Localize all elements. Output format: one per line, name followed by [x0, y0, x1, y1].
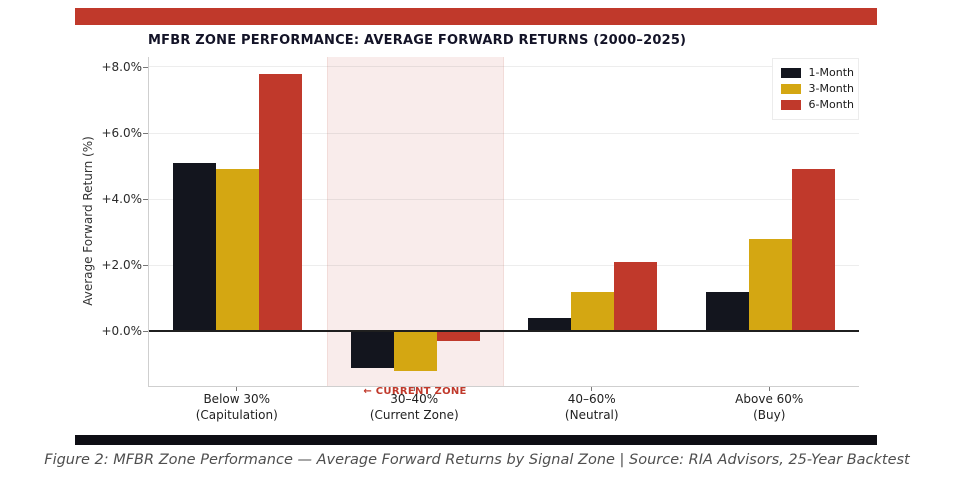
- y-tick-label: +4.0%: [101, 192, 142, 207]
- gridline: [149, 132, 859, 134]
- zero-line: [149, 330, 859, 333]
- y-tick-label: +6.0%: [101, 126, 142, 141]
- x-tick-mark: [236, 387, 238, 391]
- x-tick-mark: [768, 387, 770, 391]
- bar-3-month-zone2: [571, 291, 615, 332]
- legend-label: 3-Month: [808, 82, 854, 95]
- bar-3-month-zone0: [216, 169, 260, 332]
- gridline: [149, 66, 859, 68]
- legend-swatch: [780, 84, 801, 94]
- bar-6-month-zone1: [436, 331, 480, 342]
- bar-1-month-zone2: [528, 318, 572, 332]
- bar-6-month-zone0: [259, 73, 303, 332]
- x-tick-line: (Capitulation): [195, 408, 278, 422]
- figure-caption: Figure 2: MFBR Zone Performance — Averag…: [44, 452, 910, 468]
- y-tick-mark: [143, 331, 148, 333]
- bar-3-month-zone1: [393, 331, 437, 372]
- bar-1-month-zone0: [173, 162, 217, 332]
- gridline: [149, 264, 859, 266]
- x-tick-line: 40–60%: [567, 392, 616, 406]
- x-tick-label: 30–40% (Current Zone): [370, 391, 459, 423]
- bar-1-month-zone1: [350, 331, 394, 368]
- y-tick-mark: [143, 133, 148, 135]
- legend-swatch: [780, 100, 801, 110]
- y-tick-label: +2.0%: [101, 258, 142, 273]
- current-zone-annotation: ← CURRENT ZONE: [363, 386, 467, 397]
- bar-6-month-zone2: [614, 262, 658, 332]
- y-tick-mark: [143, 199, 148, 201]
- x-tick-line: (Buy): [753, 408, 786, 422]
- x-tick-line: Above 60%: [735, 392, 804, 406]
- bottom-accent-bar: [75, 435, 877, 445]
- bar-6-month-zone3: [791, 169, 835, 332]
- y-tick-mark: [143, 265, 148, 267]
- bar-1-month-zone3: [705, 291, 749, 332]
- x-tick-line: (Current Zone): [369, 408, 459, 422]
- x-tick-label: Above 60% (Buy): [735, 391, 803, 423]
- legend-item: 6-Month: [780, 98, 854, 111]
- plot-area: 1-Month 3-Month 6-Month: [148, 57, 859, 387]
- y-tick-label: +0.0%: [101, 324, 142, 339]
- x-tick-line: 30–40%: [390, 392, 439, 406]
- chart-title: MFBR ZONE PERFORMANCE: AVERAGE FORWARD R…: [148, 33, 687, 48]
- legend-item: 1-Month: [780, 66, 854, 79]
- x-tick-line: (Neutral): [564, 408, 619, 422]
- gridline: [149, 198, 859, 200]
- y-tick-label: +8.0%: [101, 59, 142, 74]
- x-tick-label: Below 30% (Capitulation): [196, 391, 278, 423]
- y-tick-mark: [143, 66, 148, 68]
- legend-label: 1-Month: [808, 66, 854, 79]
- legend-label: 6-Month: [808, 98, 854, 111]
- legend-swatch: [780, 68, 801, 78]
- legend-item: 3-Month: [780, 82, 854, 95]
- x-tick-mark: [413, 387, 415, 391]
- legend: 1-Month 3-Month 6-Month: [771, 58, 859, 120]
- top-accent-bar: [75, 8, 877, 25]
- bar-3-month-zone3: [748, 238, 792, 332]
- y-axis-title: Average Forward Return (%): [81, 136, 95, 306]
- x-tick-label: 40–60% (Neutral): [565, 391, 619, 423]
- x-tick-mark: [591, 387, 593, 391]
- x-tick-line: Below 30%: [203, 392, 271, 406]
